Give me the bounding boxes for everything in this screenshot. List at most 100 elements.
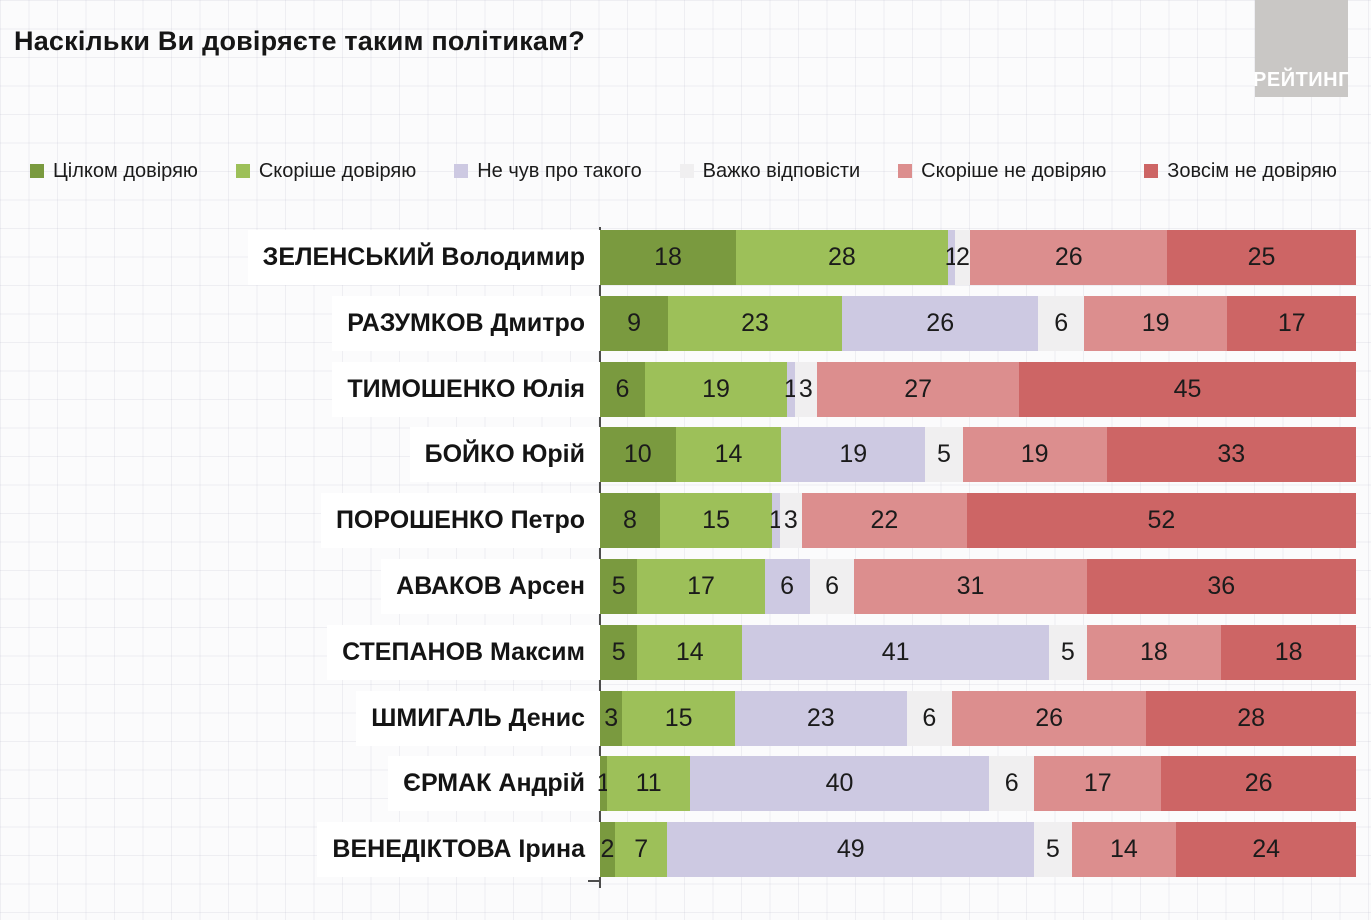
bar-segment: 5	[1034, 822, 1072, 878]
bar-segment-value: 22	[870, 506, 899, 535]
bar-segment: 6	[1038, 295, 1084, 351]
bar-segment: 6	[989, 756, 1035, 812]
bar-segment-value: 9	[627, 308, 641, 337]
bar-segment: 17	[637, 558, 765, 614]
bar-segment: 19	[962, 427, 1107, 483]
bar-segment: 3	[779, 493, 803, 549]
legend-item-label: Не чув про такого	[477, 159, 642, 182]
bar-segment-value: 1	[768, 506, 783, 535]
bar-segment: 9	[600, 295, 669, 351]
bar-segment: 14	[1071, 822, 1177, 878]
bar-segment-value: 15	[664, 703, 693, 732]
row-label-cell: ЄРМАК Андрій	[0, 756, 600, 812]
bar-segment: 25	[1167, 230, 1357, 285]
bar-segment: 27	[817, 361, 1020, 417]
legend-item-label: Зовсім не довіряю	[1167, 159, 1337, 182]
bar-segment: 5	[600, 624, 638, 680]
legend-item-label: Скоріше довіряю	[258, 159, 417, 182]
legend-item: Цілком довіряю	[30, 160, 198, 183]
legend-item: Скоріше довіряю	[235, 159, 417, 183]
bar-segment: 19	[644, 361, 788, 417]
politician-name-label: ШМИГАЛЬ Денис	[356, 690, 600, 746]
bar-segment-value: 5	[611, 571, 626, 600]
legend-item-label: Важко відповісти	[702, 159, 861, 182]
chart-row: ПОРОШЕНКО Петро 8 15 1 3 22 52	[0, 493, 1356, 549]
legend-item: Важко відповісти	[679, 159, 861, 183]
stacked-bar: 6 19 1 3 27 45	[600, 361, 1356, 417]
politician-name-label: ПОРОШЕНКО Петро	[320, 493, 600, 549]
bar-segment: 3	[600, 690, 623, 746]
bar-segment-value: 6	[615, 374, 630, 403]
bar-segment-value: 23	[806, 703, 835, 732]
bar-segment: 1	[945, 230, 959, 285]
legend-color-swatch	[1144, 164, 1159, 178]
bar-segment-value: 14	[675, 637, 704, 666]
bar-segment-value: 6	[1004, 769, 1019, 798]
bar-segment: 17	[1034, 756, 1162, 812]
bar-segment-value: 6	[922, 703, 937, 732]
bar-segment-value: 17	[1277, 308, 1306, 337]
stacked-bar: 3 15 23 6 26 28	[600, 690, 1356, 746]
bar-segment-value: 52	[1147, 506, 1176, 535]
bar-segment: 52	[966, 493, 1356, 549]
row-label-cell: ЗЕЛЕНСЬКИЙ Володимир	[0, 230, 600, 285]
politician-name-label: ТИМОШЕНКО Юлія	[332, 361, 600, 417]
bar-segment-value: 33	[1217, 440, 1246, 469]
bar-segment: 15	[622, 690, 735, 746]
bar-segment-value: 36	[1207, 571, 1236, 600]
bar-segment-value: 14	[714, 440, 743, 469]
bar-segment-value: 19	[839, 440, 868, 469]
row-label-cell: ВЕНЕДІКТОВА Ірина	[0, 822, 600, 878]
bar-segment: 3	[794, 361, 818, 417]
row-label-cell: ПОРОШЕНКО Петро	[0, 493, 600, 549]
chart-row: ТИМОШЕНКО Юлія 6 19 1 3 27 45	[0, 361, 1356, 417]
chart-row: СТЕПАНОВ Максим 5 14 41 5 18 18	[0, 624, 1356, 680]
bar-segment: 26	[1161, 756, 1356, 812]
y-axis-bottom-tick	[588, 880, 600, 882]
bar-segment-value: 41	[881, 637, 910, 666]
chart-row: АВАКОВ Арсен 5 17 6 6 31 36	[0, 558, 1356, 614]
legend-item-label: Скоріше не довіряю	[921, 159, 1107, 182]
stacked-bar-chart: ЗЕЛЕНСЬКИЙ Володимир 18 28 1 2 26 25 РАЗУМКОВ Д…	[0, 230, 1357, 888]
bar-segment-value: 17	[1083, 769, 1112, 798]
stacked-bar: 8 15 1 3 22 52	[600, 493, 1356, 549]
row-label-cell: ШМИГАЛЬ Денис	[0, 690, 600, 746]
bar-segment-value: 18	[1139, 637, 1168, 666]
politician-name-label: СТЕПАНОВ Максим	[327, 624, 600, 680]
bar-segment-value: 26	[926, 308, 955, 337]
bar-segment-value: 17	[687, 571, 715, 600]
stacked-bar: 9 23 26 6 19 17	[600, 295, 1356, 351]
bar-segment: 19	[1083, 295, 1228, 351]
bar-segment: 2	[955, 230, 971, 285]
legend-color-swatch	[898, 164, 913, 178]
bar-segment-value: 5	[937, 440, 951, 469]
y-axis-line	[599, 227, 601, 888]
bar-segment-value: 27	[904, 374, 933, 403]
politician-name-label: РАЗУМКОВ Дмитро	[332, 295, 600, 351]
legend: Цілком довіряю Скоріше довіряю Не чув про …	[30, 158, 1337, 184]
bar-segment-value: 24	[1252, 835, 1281, 864]
bar-segment-value: 3	[604, 703, 619, 732]
bar-segment: 18	[1221, 624, 1356, 680]
bar-segment-value: 3	[798, 374, 813, 403]
bar-segment-value: 31	[956, 571, 985, 600]
bar-segment-value: 7	[634, 835, 649, 864]
bar-segment-value: 5	[1045, 835, 1060, 864]
rating-logo: РЕЙТИНГ	[1253, 0, 1350, 97]
legend-item: Зовсім не довіряю	[1144, 160, 1337, 183]
bar-segment-value: 19	[702, 374, 730, 403]
chart-row: РАЗУМКОВ Дмитро 9 23 26 6 19 17	[0, 295, 1356, 351]
bar-segment-value: 6	[780, 571, 795, 600]
bar-segment-value: 8	[622, 506, 637, 535]
bar-segment: 2	[600, 822, 615, 878]
legend-color-swatch	[30, 164, 44, 178]
bar-segment: 23	[668, 295, 842, 351]
rating-logo-text: РЕЙТИНГ	[1253, 69, 1350, 91]
bar-segment-value: 5	[611, 637, 626, 666]
row-label-cell: БОЙКО Юрій	[0, 427, 600, 483]
bar-segment-value: 18	[1274, 637, 1303, 666]
bar-segment: 6	[764, 558, 810, 614]
bar-segment-value: 5	[1060, 637, 1075, 666]
bar-segment-value: 14	[1110, 835, 1138, 864]
bar-segment: 18	[600, 230, 737, 285]
